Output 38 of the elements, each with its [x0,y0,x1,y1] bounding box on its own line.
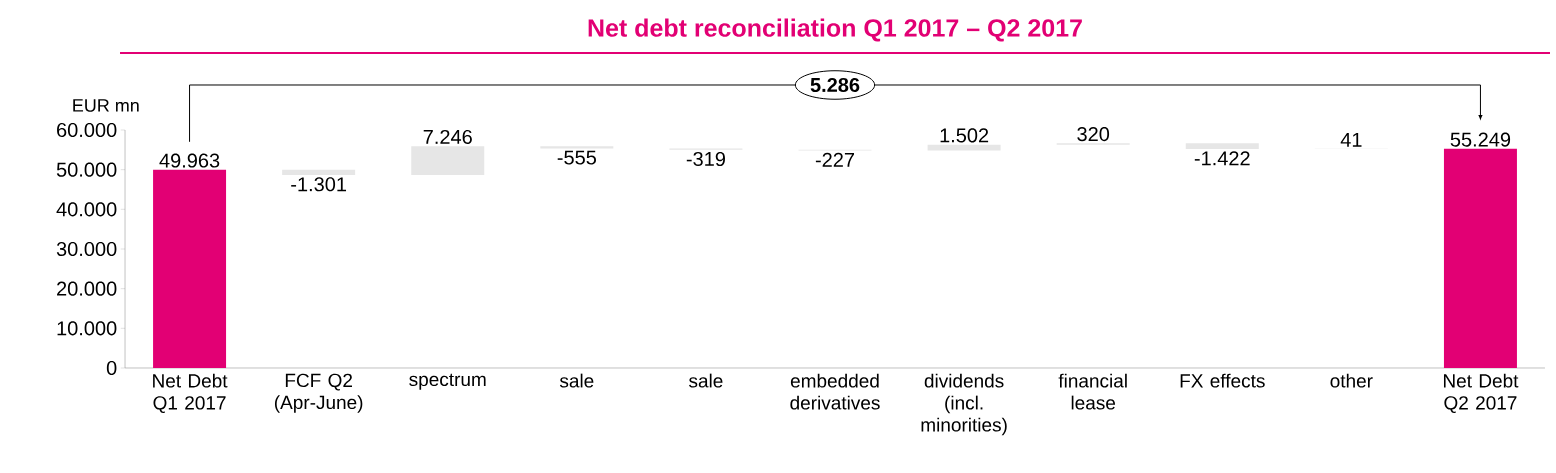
bar [411,146,485,175]
y-tick-label: 0 [106,360,117,376]
y-tick-label: 60.000 [57,122,117,138]
y-tick-label: 50.000 [56,162,117,177]
y-tick-label: 20.000 [57,281,117,296]
data-label: -1.301 [291,177,347,192]
x-tick-label: financial lease [1058,373,1127,410]
x-tick-label: embedded derivatives [790,373,880,410]
data-label: -555 [557,150,596,165]
x-tick-label: FX effects [1180,373,1265,388]
y-tick-label: 30.000 [56,241,117,257]
data-label: 41 [1340,132,1362,147]
y-axis-title: EUR mn [73,99,139,112]
x-tick-label: Net Debt Q1 2017 [153,373,228,414]
data-label: -227 [815,152,855,167]
x-tick-label: dividends (incl. minorities) [921,373,1007,436]
x-tick-label: spectrum [409,373,486,390]
text: 5.286 [810,77,860,93]
data-label: 1.502 [940,128,989,143]
x-tick-label: other [1330,373,1373,388]
y-tick-label: 10.000 [57,321,117,336]
bar [153,169,227,368]
chart-title: Net debt reconciliation Q1 2017 – Q2 2017 [588,18,1082,42]
data-label: 320 [1077,127,1110,142]
x-tick-label: Net Debt Q2 2017 [1443,373,1519,414]
bar [282,169,356,175]
data-label: 55.249 [1450,132,1511,147]
data-label: -1.422 [1194,151,1250,166]
x-tick-label: sale [689,373,723,388]
data-label: -319 [686,151,725,167]
data-label: 49.963 [159,153,220,168]
x-tick-label: sale [559,373,594,388]
bar [1443,148,1517,368]
x-tick-label: FCF Q2 (Apr-June) [274,373,363,413]
data-label: 7.246 [423,129,472,145]
y-tick-label: 40.000 [56,202,117,217]
bar [927,144,1001,151]
bar [1185,143,1259,150]
